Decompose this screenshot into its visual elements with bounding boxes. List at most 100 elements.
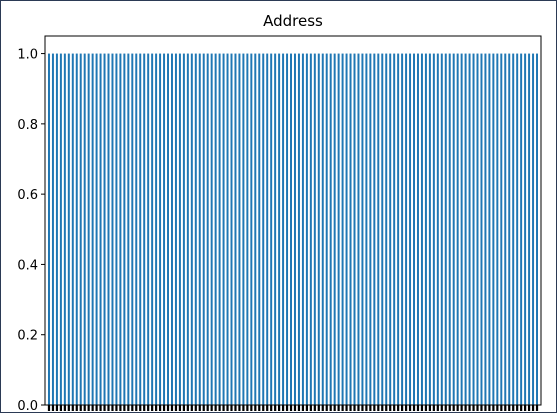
plot-area-border: [44, 35, 542, 406]
bar: [139, 53, 142, 405]
bar: [373, 53, 376, 405]
bar: [516, 53, 519, 405]
bar: [512, 53, 515, 405]
y-tick-label: 0.6: [17, 188, 38, 203]
bar: [420, 53, 423, 405]
bar: [377, 53, 380, 405]
bar: [329, 53, 332, 405]
bar: [103, 53, 106, 405]
bar: [424, 53, 427, 405]
bar: [250, 53, 253, 405]
bar: [444, 53, 447, 405]
bar: [416, 53, 419, 405]
bar: [234, 53, 237, 405]
bar: [210, 53, 213, 405]
bar: [194, 53, 197, 405]
bar: [365, 53, 368, 405]
bar: [484, 53, 487, 405]
bar: [83, 53, 86, 405]
bar: [174, 53, 177, 405]
bar: [286, 53, 289, 405]
bar: [504, 53, 507, 405]
bars-group: [47, 53, 538, 405]
bar: [317, 53, 320, 405]
bar: [397, 53, 400, 405]
bar: [282, 53, 285, 405]
y-tick-label: 1.0: [17, 48, 38, 63]
bar: [432, 53, 435, 405]
bar: [448, 53, 451, 405]
bar: [143, 53, 146, 405]
bar: [222, 53, 225, 405]
bar: [170, 53, 173, 405]
bar: [190, 53, 193, 405]
bar: [115, 53, 118, 405]
bar: [480, 53, 483, 405]
bar: [119, 53, 122, 405]
bar: [409, 53, 412, 405]
bar: [63, 53, 66, 405]
bar: [91, 53, 94, 405]
bar: [246, 53, 249, 405]
bar: [456, 53, 459, 405]
bar: [71, 53, 74, 405]
bar: [242, 53, 245, 405]
bar: [230, 53, 233, 405]
bar: [51, 53, 54, 405]
bar: [147, 53, 150, 405]
bar: [67, 53, 70, 405]
bar: [107, 53, 110, 405]
bar: [254, 53, 257, 405]
bar: [159, 53, 162, 405]
bar: [508, 53, 511, 405]
bar: [428, 53, 431, 405]
bar: [99, 53, 102, 405]
bar: [524, 53, 527, 405]
bar: [325, 53, 328, 405]
bar: [198, 53, 201, 405]
bar: [385, 53, 388, 405]
bar: [333, 53, 336, 405]
bar: [353, 53, 356, 405]
bar: [528, 53, 531, 405]
bar: [214, 53, 217, 405]
bar: [151, 53, 154, 405]
bar: [488, 53, 491, 405]
bar: [452, 53, 455, 405]
bar: [178, 53, 181, 405]
bar: [55, 53, 58, 405]
bar: [496, 53, 499, 405]
bar: [464, 53, 467, 405]
bar: [127, 53, 130, 405]
y-tick-label: 0.0: [17, 399, 38, 414]
y-tick-label: 0.8: [17, 118, 38, 133]
bar: [293, 53, 296, 405]
bar: [87, 53, 90, 405]
bar: [135, 53, 138, 405]
bar: [357, 53, 360, 405]
bar: [290, 53, 292, 405]
bar: [369, 53, 372, 405]
bar: [155, 53, 158, 405]
bar: [492, 53, 495, 405]
bar: [341, 53, 344, 405]
bar: [202, 53, 205, 405]
bar: [440, 53, 443, 405]
x-tick-marks: [47, 405, 539, 411]
bar: [345, 53, 348, 405]
bar: [262, 53, 265, 405]
bar: [321, 53, 324, 405]
bar: [536, 53, 538, 405]
bar: [123, 53, 126, 405]
bar: [278, 53, 281, 405]
bar: [393, 53, 396, 405]
bar: [274, 53, 277, 405]
bar: [381, 53, 384, 405]
bar: [182, 53, 185, 405]
bar: [258, 53, 261, 405]
bar: [163, 53, 166, 405]
bar: [297, 53, 300, 405]
bar: [305, 53, 308, 405]
